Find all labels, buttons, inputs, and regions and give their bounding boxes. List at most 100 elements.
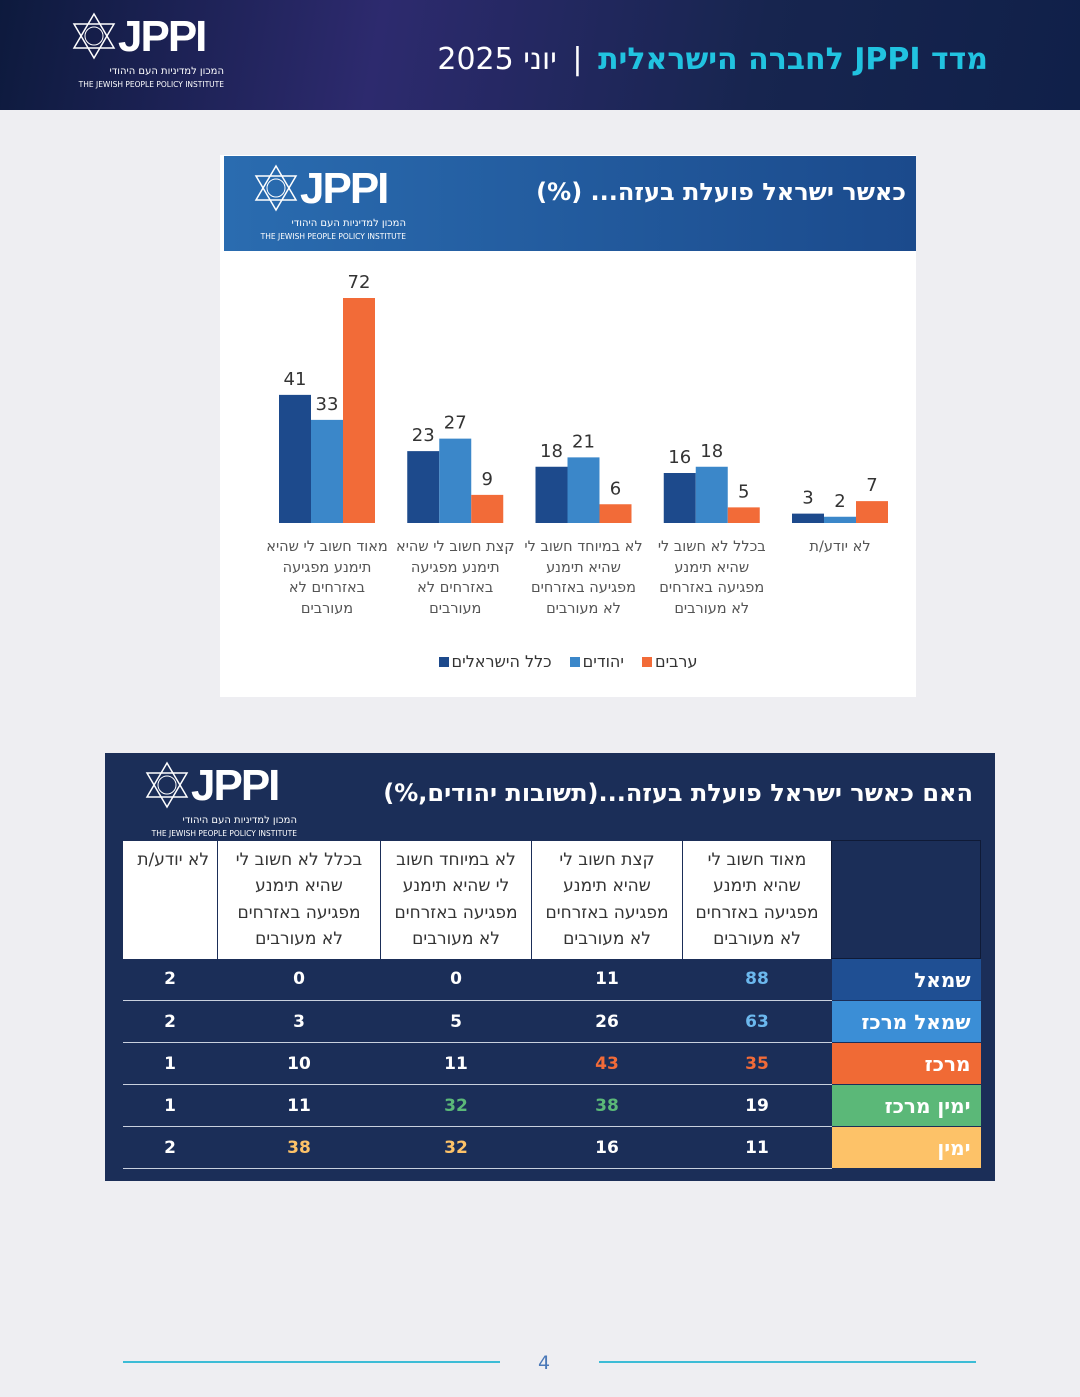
table-cell: 11 [217,1084,381,1127]
chart-card: JPPI המכון למדיניות העם היהודי THE JEWISH … [220,155,916,697]
chart-header: JPPI המכון למדיניות העם היהודי THE JEWISH … [224,156,916,251]
bar [279,394,311,523]
bar [471,494,504,523]
logo-hebrew: המכון למדיניות העם היהודי [109,66,224,77]
legend-item: כלל הישראלים [438,652,552,671]
row-label: שמאל [831,958,981,1001]
chart-title: כאשר ישראל פועלת בעזה... (%) [536,178,906,206]
results-table: מאוד חשוב לי שהיא תימנע מפגיעה באזרחים ל… [122,840,981,1169]
category-label: מאוד חשוב לי שהיא תימנע מפגיעה באזרחים ל… [266,539,388,617]
star-triangle [254,175,298,212]
table-cell: 19 [682,1084,832,1127]
data-label: 5 [738,481,749,502]
table-row: שמאל 88 11 0 0 2 [122,958,981,1001]
table-title: האם כאשר ישראל פועלת בעזה...(תשובות יהוד… [383,779,973,807]
row-label: ימין מרכז [831,1084,981,1127]
table-cell: 1 [122,1042,218,1085]
category-label: לא במיוחד חשוב לי שהיא תימנע מפגיעה באזר… [524,539,643,617]
table-cell: 2 [122,1126,218,1169]
footer-line [599,1361,976,1363]
bar [727,507,760,523]
category-label: לא יודע/ת [809,539,871,555]
legend-item: יהודים [569,652,624,671]
logo: JPPI המכון למדיניות העם היהודי THE JEWISH … [70,12,230,92]
page-heading: מדד JPPI לחברה הישראלית | יוני 2025 [437,42,988,77]
table-row: ימין 11 16 32 38 2 [122,1126,981,1169]
column-header: קצת חשוב לי שהיא תימנע מפגיעה באזרחים לא… [531,840,683,959]
table-cell: 88 [682,958,832,1001]
column-header: לא יודע/ת [122,840,218,959]
table-cell: 43 [531,1042,683,1085]
table-row: שמאל מרכז 63 26 5 3 2 [122,1000,981,1043]
logo-english: THE JEWISH PEOPLE POLICY INSTITUTE [78,80,224,89]
table-cell: 63 [682,1000,832,1043]
header-row: מאוד חשוב לי שהיא תימנע מפגיעה באזרחים ל… [122,840,981,959]
logo-hebrew: המכון למדיניות העם היהודי [182,815,297,826]
data-label: 27 [444,413,467,434]
column-header: מאוד חשוב לי שהיא תימנע מפגיעה באזרחים ל… [682,840,832,959]
logo-english: THE JEWISH PEOPLE POLICY INSTITUTE [151,829,297,838]
corner-cell [831,840,981,959]
table-row: מרכז 35 43 11 10 1 [122,1042,981,1085]
bar [792,513,824,523]
column-header: לא במיוחד חשוב לי שהיא תימנע מפגיעה באזר… [380,840,532,959]
row-label: מרכז [831,1042,981,1085]
table-cell: 2 [122,1000,218,1043]
logo: JPPI המכון למדיניות העם היהודי THE JEWISH … [252,164,412,244]
row-label: שמאל מרכז [831,1000,981,1043]
bar [567,457,600,523]
logo-name: JPPI [191,761,280,810]
data-label: 41 [284,369,307,390]
star-triangle [254,164,298,201]
table-cell: 26 [531,1000,683,1043]
bar [535,466,568,523]
legend: כלל הישראלים יהודים ערבים [220,652,916,671]
bar [311,419,343,523]
data-label: 2 [834,491,845,512]
table-cell: 1 [122,1084,218,1127]
logo-english: THE JEWISH PEOPLE POLICY INSTITUTE [260,232,406,241]
table-cell: 11 [380,1042,532,1085]
column-header: בכלל לא חשוב לי שהיא תימנע מפגיעה באזרחי… [217,840,381,959]
star-triangle [72,12,116,49]
data-label: 7 [866,475,877,496]
bar [343,298,375,523]
table-cell: 11 [682,1126,832,1169]
table-cell: 0 [217,958,381,1001]
table-cell: 0 [380,958,532,1001]
legend-item: ערבים [641,652,697,671]
top-bar: JPPI המכון למדיניות העם היהודי THE JEWISH … [0,0,1080,110]
table-cell: 11 [531,958,683,1001]
logo-star [254,164,298,212]
data-label: 16 [668,447,691,468]
table-cell: 32 [380,1126,532,1169]
table-card: JPPI המכון למדיניות העם היהודי THE JEWISH … [105,753,995,1181]
data-label: 18 [540,441,563,462]
table-cell: 10 [217,1042,381,1085]
data-label: 23 [412,425,435,446]
bar [599,504,632,523]
bar [824,516,856,523]
report-date: יוני 2025 [437,42,557,77]
report-title: מדד JPPI לחברה הישראלית [598,42,988,77]
logo-star [72,12,116,60]
star-circle [266,178,286,198]
legend-swatch [569,656,580,667]
table-cell: 38 [217,1126,381,1169]
bar [663,473,696,523]
table-cell: 35 [682,1042,832,1085]
logo-hebrew: המכון למדיניות העם היהודי [291,218,406,229]
logo: JPPI המכון למדיניות העם היהודי THE JEWISH … [143,761,303,841]
bar [407,451,440,523]
table-cell: 32 [380,1084,532,1127]
star-circle [84,26,104,46]
logo-name: JPPI [118,12,207,61]
data-label: 21 [572,431,595,452]
bar [695,466,728,523]
table-cell: 3 [217,1000,381,1043]
logo-star [145,761,189,809]
data-label: 3 [802,488,813,509]
data-label: 6 [610,478,621,499]
